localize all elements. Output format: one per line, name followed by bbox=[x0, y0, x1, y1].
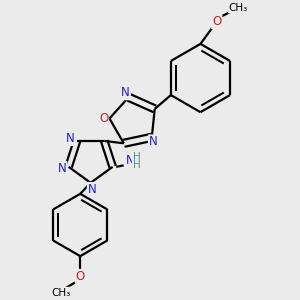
Text: H: H bbox=[133, 152, 140, 162]
Text: O: O bbox=[212, 15, 221, 28]
Text: CH₃: CH₃ bbox=[229, 3, 248, 13]
Text: N: N bbox=[126, 154, 135, 167]
Text: O: O bbox=[76, 270, 85, 283]
Text: N: N bbox=[66, 132, 75, 145]
Text: N: N bbox=[149, 135, 158, 148]
Text: N: N bbox=[88, 183, 97, 196]
Text: N: N bbox=[58, 162, 67, 175]
Text: H: H bbox=[133, 160, 140, 170]
Text: N: N bbox=[121, 86, 130, 99]
Text: CH₃: CH₃ bbox=[51, 288, 70, 298]
Text: O: O bbox=[99, 112, 108, 125]
